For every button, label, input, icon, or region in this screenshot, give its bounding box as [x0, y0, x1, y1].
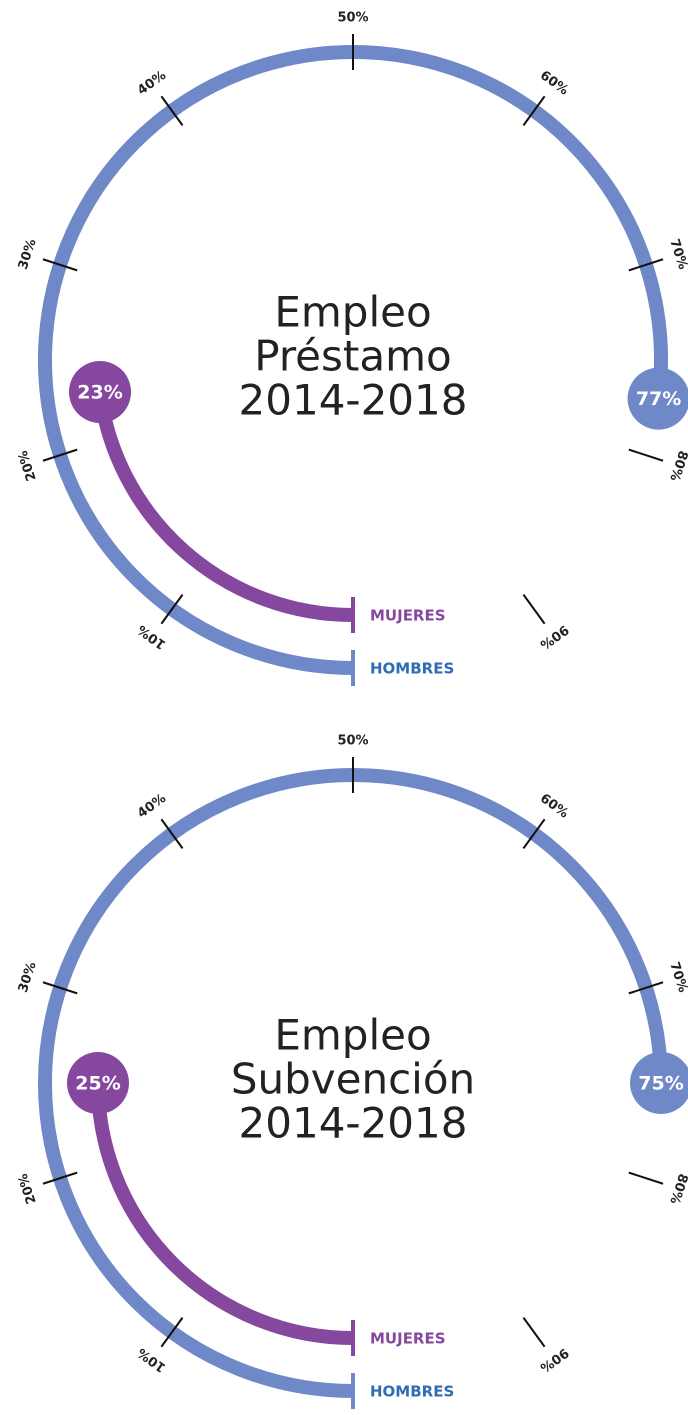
tick-label: 70%: [666, 237, 688, 271]
tick-label: 50%: [337, 734, 368, 749]
tick-label: 90%: [537, 621, 571, 651]
tick-mark: [628, 448, 664, 462]
chart-title: 2014-2018: [239, 376, 468, 425]
legend-label: MUJERES: [370, 1330, 446, 1348]
tick-mark: [628, 258, 664, 272]
tick-mark: [522, 1317, 546, 1348]
value-label: 75%: [638, 1073, 683, 1095]
tick-label: 10%: [135, 621, 169, 651]
chart-title: Empleo: [274, 1011, 431, 1060]
tick-mark: [42, 981, 78, 995]
legend-label: MUJERES: [370, 607, 446, 625]
value-label: 77%: [636, 388, 681, 410]
tick-label: 60%: [537, 791, 571, 821]
tick-mark: [522, 95, 546, 126]
tick-mark: [628, 981, 664, 995]
legend-label: HOMBRES: [370, 660, 454, 678]
radial-bar: [38, 45, 668, 675]
tick-mark: [160, 1317, 184, 1348]
tick-label: 30%: [16, 960, 40, 994]
tick-mark: [42, 1171, 78, 1185]
tick-mark: [522, 594, 546, 625]
tick-mark: [160, 818, 184, 849]
radial-bar: [93, 391, 354, 622]
value-bubble: [627, 367, 688, 430]
chart-title: Subvención: [231, 1055, 475, 1104]
tick-label: 70%: [666, 960, 688, 994]
chart-title: 2014-2018: [239, 1099, 468, 1148]
radial-bar: [38, 768, 668, 1398]
tick-mark: [42, 448, 78, 462]
tick-label: 40%: [135, 791, 169, 821]
tick-mark: [522, 818, 546, 849]
tick-mark: [42, 258, 78, 272]
tick-mark: [628, 1171, 664, 1185]
tick-label: 80%: [666, 1172, 688, 1206]
tick-mark: [160, 95, 184, 126]
tick-label: 90%: [537, 1344, 571, 1374]
tick-label: 60%: [537, 68, 571, 98]
tick-label: 20%: [16, 1172, 40, 1206]
chart-title: Préstamo: [254, 332, 451, 381]
tick-label: 40%: [135, 68, 169, 98]
value-bubble: [67, 1052, 129, 1114]
value-label: 23%: [77, 381, 122, 403]
tick-label: 20%: [16, 449, 40, 483]
tick-label: 30%: [16, 237, 40, 271]
legend-label: HOMBRES: [370, 1383, 454, 1401]
chart-title: Empleo: [274, 288, 431, 337]
tick-label: 10%: [135, 1344, 169, 1374]
value-label: 25%: [75, 1073, 120, 1095]
value-bubble: [630, 1052, 688, 1114]
tick-mark: [160, 594, 184, 625]
tick-label: 50%: [337, 11, 368, 26]
value-bubble: [69, 360, 132, 423]
tick-label: 80%: [666, 449, 688, 483]
radial-bar: [91, 1082, 354, 1345]
